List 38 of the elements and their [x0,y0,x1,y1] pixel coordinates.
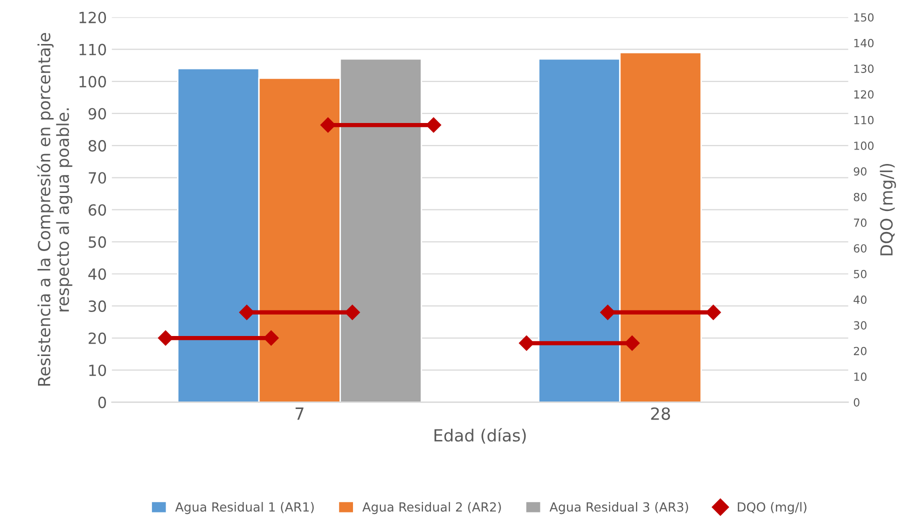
y2-tick-label: 100 [854,142,874,150]
y2-tick-label: 60 [854,244,866,253]
y2-tick-label: 30 [854,321,866,330]
x-tick-label: 7 [296,408,304,420]
y2-tick-label: 130 [854,64,874,73]
y2-tick-label: 110 [854,116,874,124]
legend-label: Agua Residual 2 (AR2) [362,502,501,514]
y-tick-label: 110 [80,44,106,56]
y2-axis-title: DQO (mg/l) [880,164,896,256]
x-axis-title: Edad (días) [434,428,526,444]
y2-tick-label: 70 [854,218,866,227]
y-axis-title: Resistencia a la Compresión en porcentaje respecto al agua poable. [36,33,72,386]
y2-tick-label: 50 [854,270,866,278]
y2-tick-label: 20 [854,346,866,356]
y-tick-label: 60 [88,204,106,216]
y2-tick-label: 80 [854,192,866,202]
x-tick-label: 28 [651,407,670,420]
y-tick-label: 80 [88,140,106,152]
y-tick-label: 30 [88,300,106,312]
legend-label: DQO (mg/l) [738,502,806,514]
y-tick-label: 100 [80,76,106,88]
y2-tick-label: 90 [854,167,866,176]
y2-tick-label: 150 [854,13,874,22]
y2-tick-label: 0 [854,398,860,407]
legend-label: Agua Residual 3 (AR3) [550,502,688,514]
y2-tick-label: 10 [854,372,866,381]
y-tick-label: 90 [88,108,106,120]
y-tick-label: 120 [80,12,106,24]
y-tick-label: 0 [98,396,106,408]
y-tick-label: 70 [88,172,106,184]
legend-label: Agua Residual 1 (AR1) [175,502,314,514]
y2-tick-label: 120 [854,90,874,99]
y2-tick-label: 140 [854,38,874,48]
y-tick-label: 20 [88,332,106,344]
y-tick-label: 10 [89,364,106,376]
y-tick-label: 50 [88,236,106,248]
y2-tick-label: 40 [854,296,866,304]
y-tick-label: 40 [88,268,106,280]
